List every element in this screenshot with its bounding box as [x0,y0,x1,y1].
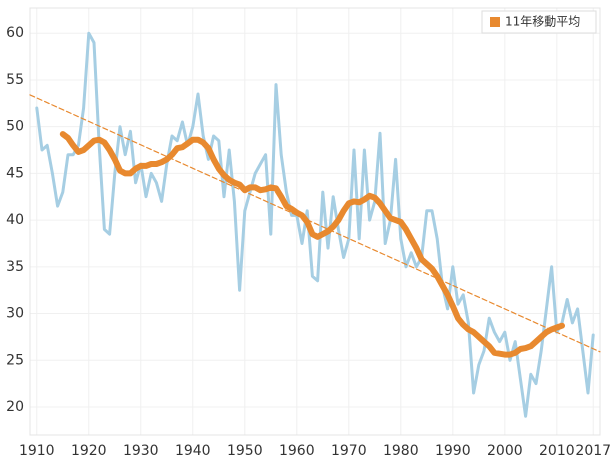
y-tick-label: 35 [6,259,24,275]
x-tick-label: 2000 [487,443,523,459]
y-tick-label: 30 [6,306,24,322]
y-tick-label: 25 [6,352,24,368]
y-tick-label: 40 [6,212,24,228]
x-tick-label: 1960 [279,443,315,459]
x-tick-label: 1980 [383,443,419,459]
y-tick-label: 45 [6,165,24,181]
legend-swatch [490,17,500,27]
x-tick-label: 1910 [19,443,55,459]
x-tick-label: 1940 [175,443,211,459]
x-tick-label: 2010 [539,443,575,459]
x-tick-label: 2017 [575,443,611,459]
legend-box [481,10,597,34]
plot-frame [29,7,601,436]
x-tick-label: 1970 [331,443,367,459]
series-line [35,31,595,418]
y-tick-label: 20 [6,399,24,415]
series-line [59,131,565,358]
y-tick-label: 50 [6,119,24,135]
x-tick-label: 1990 [435,443,471,459]
x-tick-label: 1930 [123,443,159,459]
y-tick-label: 60 [6,25,24,41]
y-tick-label: 55 [6,72,24,88]
legend-label: 11年移動平均 [505,15,580,29]
x-tick-label: 1920 [71,443,107,459]
trend-line [29,94,601,353]
x-tick-label: 1950 [227,443,263,459]
